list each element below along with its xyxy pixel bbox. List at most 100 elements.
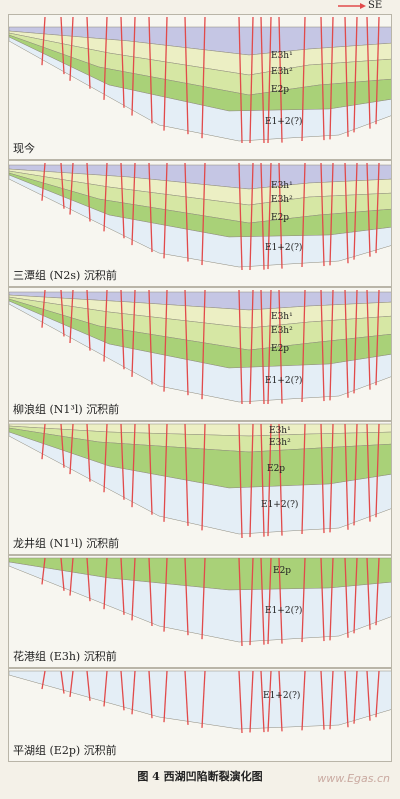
unit-label-e2p: E2p (273, 566, 292, 576)
fault-line (201, 557, 206, 640)
fault-line (86, 162, 91, 222)
panel-caption: 花港组 (E3h) 沉积前 (13, 650, 117, 663)
fault-line (120, 16, 125, 108)
unit-label-e3h1: E3h¹ (271, 312, 293, 322)
fault-line (238, 289, 243, 405)
fault-line (184, 557, 189, 636)
fault-line (249, 162, 254, 271)
unit-label-e12: E1+2(?) (265, 376, 303, 386)
fault-line (278, 557, 283, 644)
layer-e12 (9, 561, 391, 643)
fault-line (86, 670, 91, 701)
fault-line (329, 423, 334, 533)
fault-line (320, 162, 325, 267)
fault-line (320, 557, 325, 642)
fault-line (278, 423, 283, 536)
fault-line (301, 423, 306, 535)
fault-line (329, 162, 334, 266)
fault-line (267, 289, 272, 405)
unit-label-e3h2: E3h² (271, 67, 293, 77)
fault-line (184, 16, 189, 135)
unit-label-e2p: E2p (271, 213, 290, 223)
fault-line (301, 557, 306, 643)
fault-line (86, 16, 91, 89)
fault-line (344, 557, 349, 638)
unit-label-e2p: E2p (267, 464, 286, 474)
section-before-n2s (9, 162, 391, 271)
fault-line (131, 16, 136, 116)
fault-line (301, 670, 306, 731)
unit-label-e12: E1+2(?) (265, 243, 303, 253)
fault-line (41, 289, 46, 328)
fault-line (41, 423, 46, 460)
fault-line (329, 289, 334, 401)
fault-line (163, 557, 168, 632)
fault-line (41, 16, 46, 66)
layer-e12 (9, 174, 391, 268)
fault-line (366, 162, 371, 257)
fault-line (375, 557, 380, 626)
fault-line (353, 16, 358, 133)
fault-line (329, 557, 334, 641)
fault-line (267, 16, 272, 144)
panel-caption: 柳浪组 (N1³l) 沉积前 (13, 403, 120, 416)
direction-label: SE (368, 0, 383, 11)
panel-caption: 龙井组 (N1¹l) 沉积前 (13, 537, 120, 550)
fault-line (249, 289, 254, 405)
fault-line (163, 162, 168, 259)
fault-line (131, 670, 136, 715)
fault-line (69, 670, 74, 697)
fault-line (344, 162, 349, 264)
panel-caption: 三潭组 (N2s) 沉积前 (13, 269, 117, 282)
fault-line (148, 423, 153, 515)
unit-label-e2p: E2p (271, 85, 290, 95)
fault-line (375, 289, 380, 386)
panel-before-n11l: E3h¹ E3h² E2p E1+2(?) 龙井组 (N1¹l) 沉积前 (8, 421, 392, 555)
layer-e12 (9, 300, 391, 403)
fault-line (278, 162, 283, 269)
layer-e12 (9, 431, 391, 535)
fault-line (260, 289, 265, 405)
panel-before-n13l: E3h¹ E3h² E2p E1+2(?) 柳浪组 (N1³l) 沉积前 (8, 287, 392, 421)
fault-line (163, 423, 168, 522)
fault-line (249, 557, 254, 646)
panel-before-e3h: E2p E1+2(?) 花港组 (E3h) 沉积前 (8, 555, 392, 668)
fault-line (375, 16, 380, 125)
unit-label-e12: E1+2(?) (265, 606, 303, 616)
fault-line (201, 670, 206, 728)
fault-line (131, 423, 136, 508)
fault-line (267, 557, 272, 645)
fault-line (344, 670, 349, 728)
fault-line (353, 670, 358, 724)
fault-line (41, 557, 46, 585)
section-before-n13l (9, 289, 391, 405)
fault-line (238, 557, 243, 647)
fault-line (148, 557, 153, 627)
unit-label-e3h1: E3h¹ (271, 181, 293, 191)
fault-line (329, 670, 334, 730)
fault-line (249, 423, 254, 538)
section-before-e2p (9, 670, 391, 734)
fault-line (69, 557, 74, 596)
fault-line (184, 289, 189, 396)
fault-line (329, 16, 334, 140)
fault-line (41, 162, 46, 201)
fault-line (320, 16, 325, 141)
fault-line (301, 162, 306, 268)
fault-line (69, 289, 74, 344)
fault-line (201, 162, 206, 266)
fault-line (260, 557, 265, 645)
fault-line (238, 423, 243, 539)
unit-label-e3h2: E3h² (269, 438, 291, 448)
fault-line (103, 670, 108, 707)
fault-line (267, 162, 272, 270)
fault-line (366, 557, 371, 630)
fault-line (60, 670, 65, 694)
fault-line (344, 423, 349, 530)
fault-line (249, 670, 254, 733)
fault-line (375, 423, 380, 518)
fault-line (69, 423, 74, 475)
fault-line (120, 670, 125, 711)
fault-line (260, 670, 265, 733)
fault-line (238, 670, 243, 734)
